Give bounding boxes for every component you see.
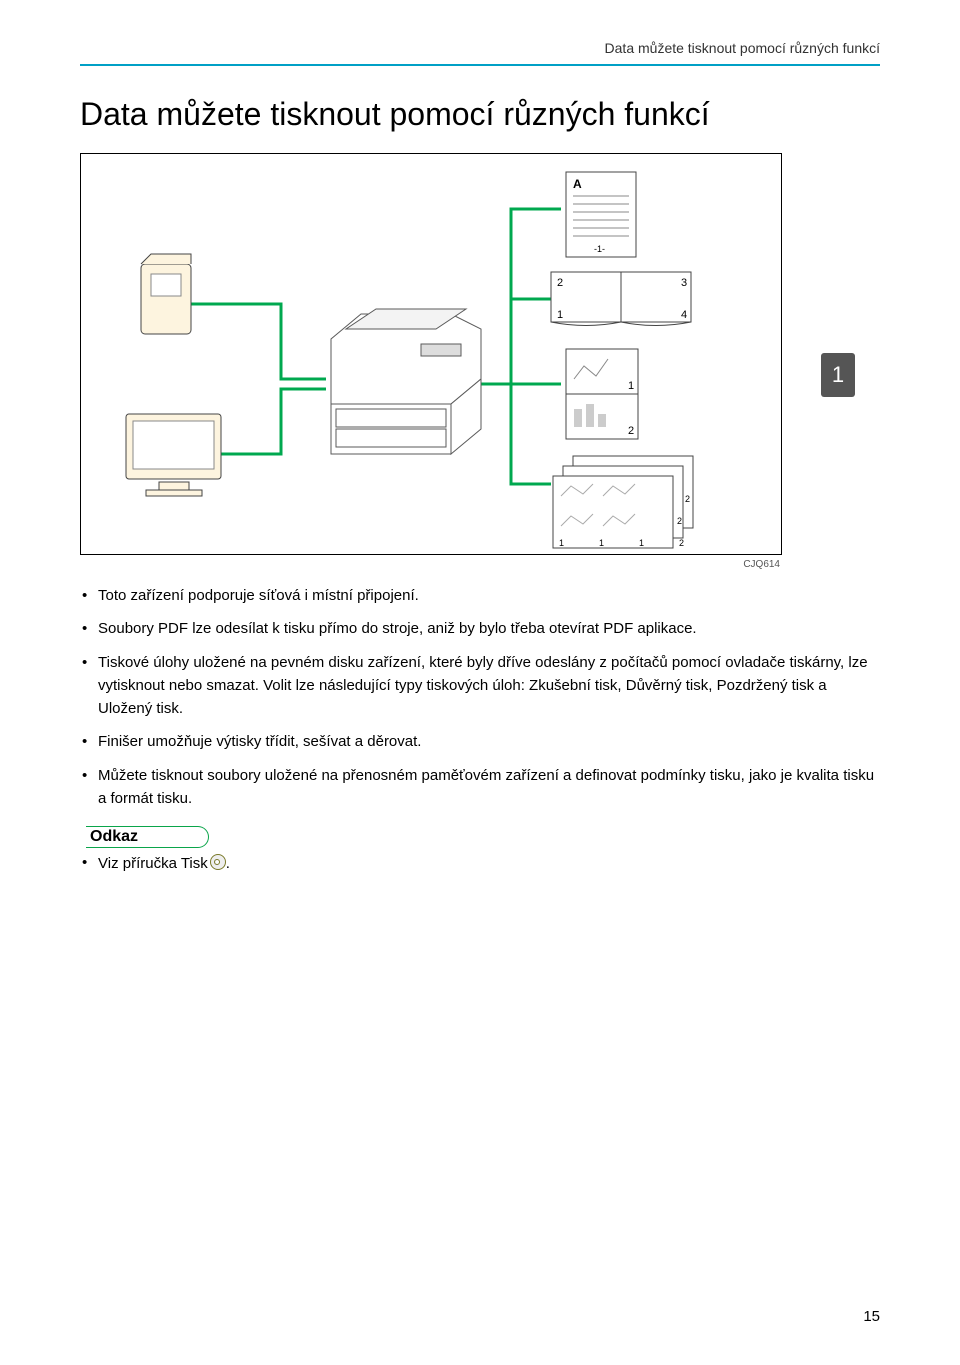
reference-list: Viz příručka Tisk. (80, 854, 880, 872)
svg-text:2: 2 (557, 277, 563, 289)
svg-text:2: 2 (628, 425, 634, 437)
svg-text:2: 2 (685, 494, 690, 504)
svg-text:2: 2 (677, 516, 682, 526)
list-item: Můžete tisknout soubory uložené na přeno… (80, 764, 880, 811)
svg-text:-1-: -1- (594, 244, 605, 254)
page-title: Data můžete tisknout pomocí různých funk… (80, 96, 880, 133)
page: Data můžete tisknout pomocí různých funk… (0, 0, 960, 1365)
printer-icon (331, 309, 481, 454)
svg-text:1: 1 (628, 380, 634, 392)
chapter-tab: 1 (821, 353, 855, 397)
list-item: Tiskové úlohy uložené na pevném disku za… (80, 651, 880, 721)
running-title: Data můžete tisknout pomocí různých funk… (80, 40, 880, 56)
list-item: Soubory PDF lze odesílat k tisku přímo d… (80, 617, 880, 640)
svg-text:2: 2 (679, 538, 684, 548)
svg-text:1: 1 (559, 538, 564, 548)
doc-a-icon: A -1- (566, 172, 636, 257)
header-rule (80, 64, 880, 66)
cd-icon (210, 854, 226, 870)
combine-icon: 1 2 (566, 349, 638, 439)
diagram-box: A -1- 2 3 1 (80, 153, 782, 555)
diagram-caption: CJQ614 (80, 559, 780, 570)
feature-list: Toto zařízení podporuje síťová i místní … (80, 584, 880, 810)
svg-text:A: A (573, 177, 582, 191)
reference-suffix: . (226, 855, 230, 872)
list-item: Finišer umožňuje výtisky třídit, sešívat… (80, 730, 880, 753)
list-item: Toto zařízení podporuje síťová i místní … (80, 584, 880, 607)
stacks-icon: 1 1 1 2 2 2 (553, 456, 693, 548)
svg-text:1: 1 (599, 538, 604, 548)
reference-text: Viz příručka Tisk (98, 855, 208, 872)
list-item: Viz příručka Tisk. (80, 854, 880, 872)
page-number: 15 (863, 1308, 880, 1325)
diagram-wrap: A -1- 2 3 1 (80, 153, 880, 555)
reference-heading: Odkaz (80, 826, 880, 848)
booklet-icon: 2 3 1 4 (551, 272, 691, 326)
svg-text:4: 4 (681, 309, 687, 321)
svg-text:1: 1 (639, 538, 644, 548)
diagram-svg: A -1- 2 3 1 (81, 154, 781, 554)
monitor-icon (126, 414, 221, 496)
sd-card-icon (141, 254, 191, 334)
svg-text:1: 1 (557, 309, 563, 321)
reference-label: Odkaz (90, 828, 138, 845)
svg-text:3: 3 (681, 277, 687, 289)
